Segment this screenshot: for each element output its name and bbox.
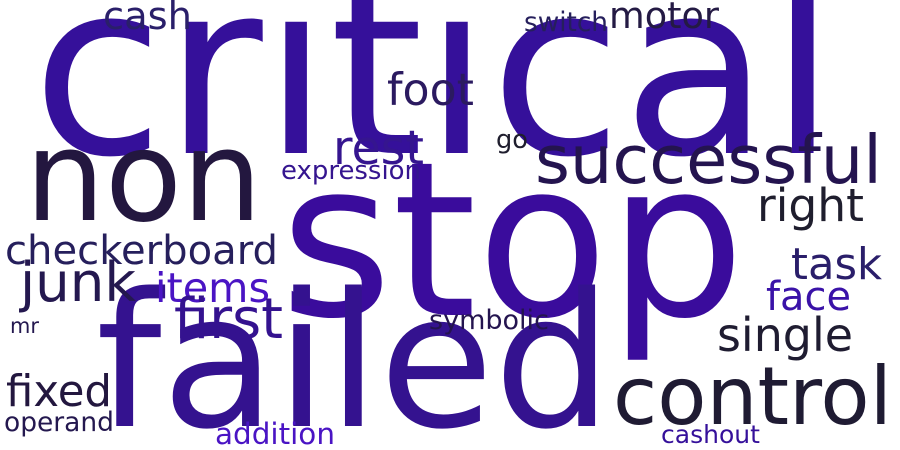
word-right: right xyxy=(757,179,864,233)
word-rest: rest xyxy=(333,121,424,177)
word-items: items xyxy=(155,263,270,312)
word-symbolic: symbolic xyxy=(429,304,549,336)
word-mr: mr xyxy=(10,313,39,338)
word-fixed: fixed xyxy=(6,366,112,417)
word-critical: critical xyxy=(32,0,837,210)
word-task: task xyxy=(791,240,883,291)
word-successful: successful xyxy=(535,120,882,199)
word-checkerboard: checkerboard xyxy=(5,228,278,275)
word-face: face xyxy=(766,274,851,321)
word-cashout: cashout xyxy=(661,420,760,450)
word-expression: expression xyxy=(281,156,421,187)
word-motor: motor xyxy=(609,0,719,37)
word-cash: cash xyxy=(103,0,193,40)
word-stop: stop xyxy=(280,114,745,366)
word-single: single xyxy=(717,308,853,363)
word-foot: foot xyxy=(387,64,474,116)
word-failed: failed xyxy=(96,253,612,450)
word-control: control xyxy=(613,348,892,443)
word-switch: switch xyxy=(524,7,608,38)
word-non: non xyxy=(25,102,263,250)
word-first: first xyxy=(174,286,284,352)
word-addition: addition xyxy=(215,417,335,450)
word-junk: junk xyxy=(20,250,136,315)
word-operand: operand xyxy=(4,406,114,438)
word-go: go xyxy=(496,124,528,155)
